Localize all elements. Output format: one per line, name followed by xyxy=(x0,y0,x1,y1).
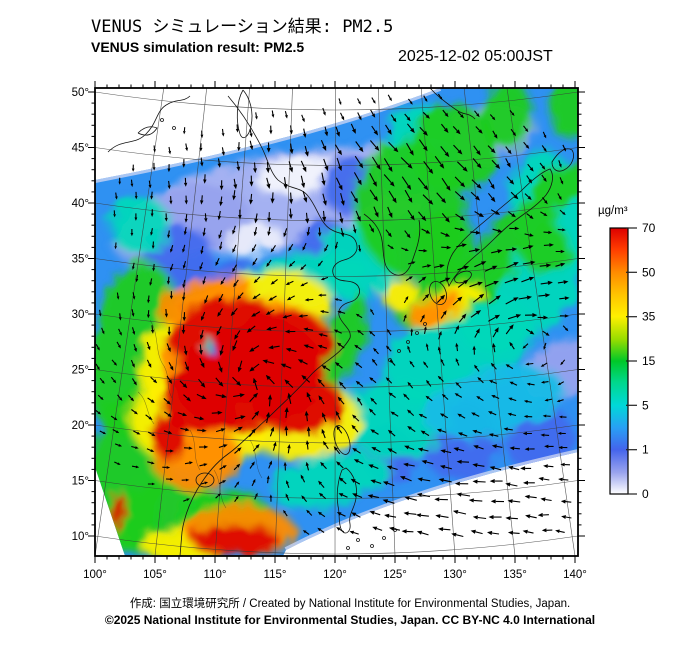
colorbar-tick-label: 50 xyxy=(642,265,656,279)
x-tick-label: 115° xyxy=(264,569,287,581)
pm25-field xyxy=(95,88,578,556)
y-tick-label: 45° xyxy=(72,143,89,155)
colorbar-tick-label: 35 xyxy=(642,310,656,324)
colorbar-gradient xyxy=(609,227,629,495)
credit-line: 作成: 国立環境研究所 / Created by National Instit… xyxy=(129,598,571,610)
colorbar-tick-label: 15 xyxy=(642,354,656,368)
title-japanese: VENUS シミュレーション結果: PM2.5 xyxy=(91,17,394,37)
axis-labels: 10° 15° 20° 25° 30° 35° 40° 45° 50° 100° 105° 110° 1… xyxy=(72,87,587,581)
y-tick-label: 40° xyxy=(72,198,89,210)
y-tick-label: 25° xyxy=(72,365,89,377)
x-tick-label: 130° xyxy=(443,569,467,581)
y-tick-label: 20° xyxy=(72,420,89,432)
colorbar-tick-label: 1 xyxy=(642,443,649,457)
x-tick-label: 100° xyxy=(83,569,107,581)
colorbar-tick-label: 70 xyxy=(642,221,656,235)
colorbar-tick-label: 0 xyxy=(642,487,649,501)
colorbar-unit-label: µg/m³ xyxy=(598,205,628,217)
map-frame xyxy=(94,87,579,557)
x-tick-label: 125° xyxy=(383,569,407,581)
graticule xyxy=(95,88,578,556)
copyright-line: ©2025 National Institute for Environment… xyxy=(104,613,596,627)
y-tick-label: 15° xyxy=(72,476,89,488)
x-tick-label: 120° xyxy=(323,569,347,581)
colorbar-tick-label: 5 xyxy=(642,398,649,412)
x-tick-label: 110° xyxy=(204,569,227,581)
x-tick-label: 135° xyxy=(503,569,527,581)
y-tick-label: 30° xyxy=(72,309,89,321)
axis-ticks xyxy=(88,81,585,563)
wind-arrow-shafts xyxy=(94,93,572,538)
y-tick-label: 35° xyxy=(72,254,89,266)
x-tick-label: 105° xyxy=(143,569,167,581)
inland-borders xyxy=(137,319,263,509)
x-tick-label: 140° xyxy=(563,569,587,581)
y-tick-label: 50° xyxy=(72,87,89,99)
timestamp: 2025-12-02 05:00JST xyxy=(398,48,553,65)
y-tick-label: 10° xyxy=(72,531,89,543)
title-english: VENUS simulation result: PM2.5 xyxy=(91,39,305,55)
